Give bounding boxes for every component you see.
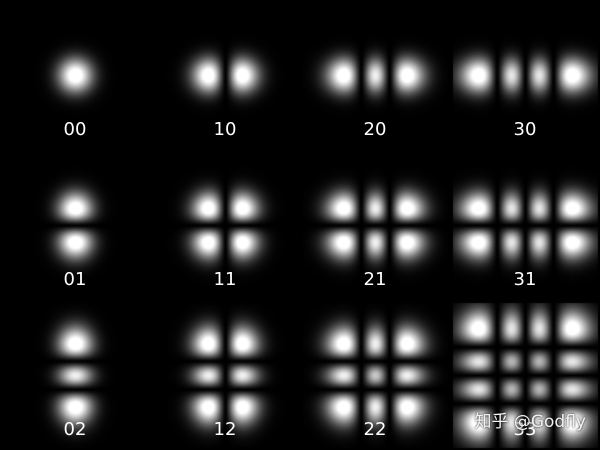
mode-label-31: 31 (513, 269, 537, 290)
mode-label-30: 30 (513, 119, 537, 140)
mode-label-01: 01 (63, 269, 87, 290)
watermark: 知乎 @Godfly (474, 412, 586, 432)
mode-label-00: 00 (63, 119, 87, 140)
mode-label-33: 33 (513, 419, 537, 440)
mode-label-21: 21 (363, 269, 387, 290)
mode-label-10: 10 (213, 119, 237, 140)
mode-label-11: 11 (213, 269, 237, 290)
mode-label-20: 20 (363, 119, 387, 140)
mode-label-22: 22 (363, 419, 387, 440)
mode-label-12: 12 (213, 419, 237, 440)
mode-label-02: 02 (63, 419, 87, 440)
